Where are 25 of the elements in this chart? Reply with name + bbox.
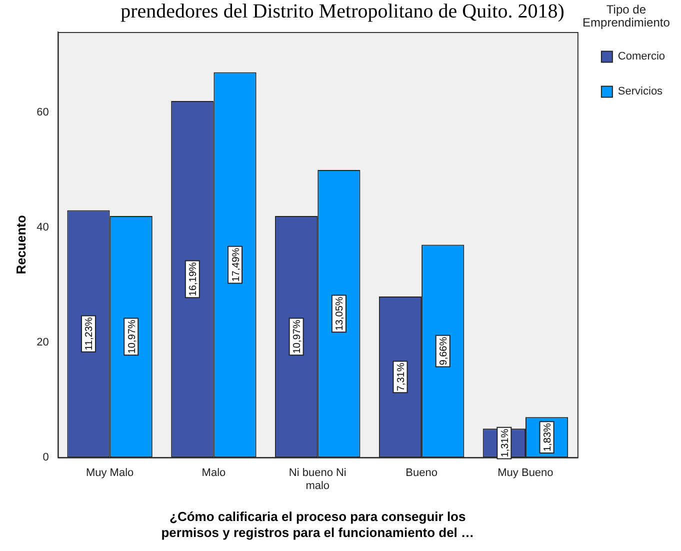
annotation: 17,49%	[230, 248, 242, 282]
x-tick-label: Muy Bueno	[498, 467, 554, 480]
chart-title: prendedores del Distrito Metropolitano de Quito. 2018)	[120, 0, 564, 22]
annotation: 11,23%	[84, 317, 96, 350]
x-tick-label: Ni bueno Ni malo	[288, 467, 346, 492]
legend-label: Servicios	[618, 86, 664, 98]
x-axis-title: ¿Cómo calificaria el proceso para conseguir los permisos y registros para el funcionamiento del …	[161, 509, 474, 540]
legend-title: Tipo de Emprendimiento	[582, 2, 670, 30]
x-tick-label: Bueno	[406, 467, 438, 480]
x-tick-label: Muy Malo	[86, 467, 134, 480]
x-tick-label: Malo	[202, 467, 226, 480]
annotation: 9,66%	[438, 336, 450, 366]
y-tick-label: 20	[36, 336, 49, 348]
y-tick-label: 0	[42, 451, 49, 464]
annotation: 10,97%	[292, 320, 304, 354]
legend-label: Comercio	[618, 50, 666, 63]
y-axis-title: Recuento	[13, 215, 28, 274]
annotation: 1,31%	[500, 428, 511, 458]
annotation: 7,31%	[396, 362, 407, 392]
y-tick-label: 60	[36, 106, 49, 119]
annotation: 13,05%	[334, 296, 346, 331]
annotation: 16,19%	[188, 262, 200, 296]
y-tick-label: 40	[36, 221, 49, 234]
annotation: 1,83%	[542, 422, 554, 452]
annotation: 10,97%	[126, 320, 138, 354]
